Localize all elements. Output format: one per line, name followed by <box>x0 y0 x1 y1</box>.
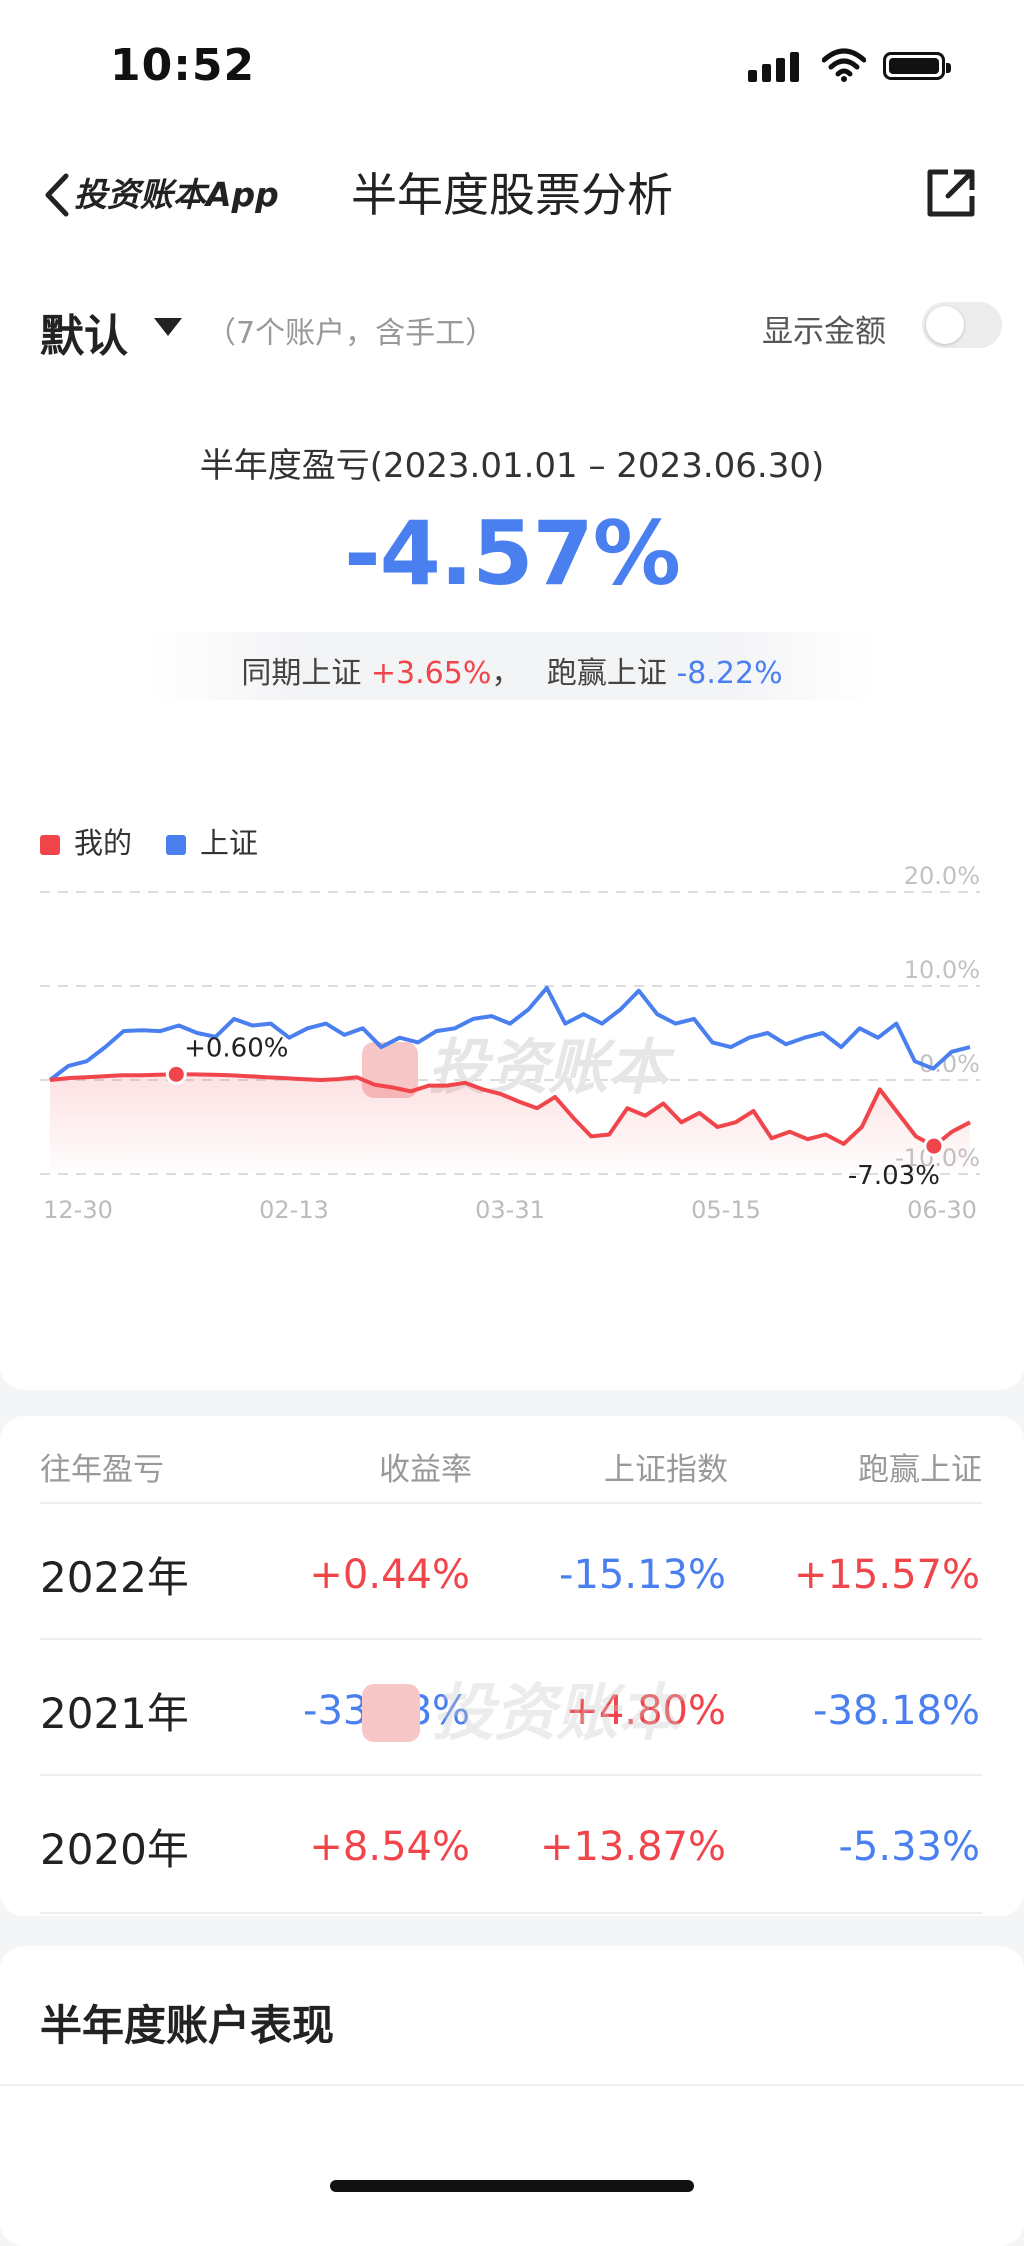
legend-swatch-mine <box>40 835 60 855</box>
table-watermark-text: 投资账本 <box>432 1676 681 1749</box>
x-tick-label: 02-13 <box>259 1196 329 1224</box>
battery-icon <box>883 52 951 80</box>
summary-card: 默认 （7个账户，含手工） 显示金额 半年度盈亏(2023.01.01 – 20… <box>0 260 1024 1390</box>
row-year: 2020年 <box>40 1825 189 1874</box>
annotation-label: -7.03% <box>848 1161 940 1191</box>
x-tick-label: 03-31 <box>475 1196 545 1224</box>
index-value: +3.65% <box>370 656 492 691</box>
show-amount-label: 显示金额 <box>762 314 886 350</box>
row-beat: -5.33% <box>838 1824 980 1870</box>
y-tick-label: 20.0% <box>904 862 980 890</box>
account-performance-section: 半年度账户表现 <box>0 1946 1024 2246</box>
row-return: +0.44% <box>309 1552 470 1598</box>
nav-bar: 投资账本App 半年度股票分析 <box>0 130 1024 260</box>
series-line-mine <box>49 1072 971 1149</box>
back-button[interactable]: 投资账本App <box>74 175 279 214</box>
share-icon[interactable] <box>924 166 978 220</box>
row-return: +8.54% <box>309 1824 470 1870</box>
performance-chart[interactable]: 20.0%10.0%0.0%-10.0% 投资账本 +0.60%-7.03% 1… <box>0 860 1024 1280</box>
table-row[interactable]: 2022年 +0.44% -15.13% +15.57% <box>40 1502 982 1640</box>
row-year: 2021年 <box>40 1689 189 1738</box>
home-indicator <box>330 2180 694 2192</box>
beat-label: 跑赢上证 <box>546 656 667 691</box>
series-line-index <box>48 985 971 1082</box>
watermark-logo-icon <box>362 1684 420 1742</box>
y-tick-label: 10.0% <box>904 956 980 984</box>
page-title: 半年度股票分析 <box>351 168 673 222</box>
half-year-return: -4.57% <box>344 502 681 605</box>
table-row[interactable]: 2020年 +8.54% +13.87% -5.33% <box>40 1774 982 1914</box>
x-tick-label: 06-30 <box>907 1196 977 1224</box>
x-tick-label: 05-15 <box>691 1196 761 1224</box>
index-label: 同期上证 <box>241 656 362 691</box>
legend-label-index: 上证 <box>200 826 259 860</box>
show-amount-toggle[interactable] <box>922 302 1002 348</box>
cellular-signal-icon <box>748 52 800 82</box>
table-watermark: 投资账本 <box>362 1662 680 1752</box>
header-year: 往年盈亏 <box>40 1452 164 1488</box>
account-subtitle: （7个账户，含手工） <box>206 316 496 351</box>
row-index: +13.87% <box>539 1824 726 1870</box>
x-tick-label: 12-30 <box>43 1196 113 1224</box>
caret-down-icon[interactable] <box>154 318 182 336</box>
section-title: 半年度账户表现 <box>40 2001 335 2050</box>
index-comparison: 同期上证 +3.65%， 跑赢上证 -8.22% <box>0 648 1024 692</box>
annotation-point <box>165 1063 187 1085</box>
annotation-label: +0.60% <box>184 1033 288 1063</box>
row-beat: +15.57% <box>793 1552 980 1598</box>
header-index: 上证指数 <box>604 1452 728 1488</box>
row-index: -15.13% <box>559 1552 726 1598</box>
status-bar: 10:52 <box>0 0 1024 130</box>
legend-item-mine[interactable]: 我的 <box>40 820 132 862</box>
mine-area-fill <box>50 1074 970 1174</box>
header-return: 收益率 <box>379 1452 472 1488</box>
row-index: +4.80% <box>565 1688 726 1734</box>
legend-label-mine: 我的 <box>74 826 133 860</box>
back-chevron-icon[interactable] <box>38 170 82 220</box>
header-beat: 跑赢上证 <box>858 1452 982 1488</box>
row-beat: -38.18% <box>813 1688 980 1734</box>
period-label: 半年度盈亏(2023.01.01 – 2023.06.30) <box>199 446 825 486</box>
history-table: 往年盈亏 收益率 上证指数 跑赢上证 2022年 +0.44% -15.13% … <box>0 1416 1024 1916</box>
wifi-icon <box>822 48 866 82</box>
legend-item-index[interactable]: 上证 <box>166 820 258 862</box>
comparison-separator: ， <box>491 656 522 691</box>
annotation-point <box>923 1135 945 1157</box>
row-year: 2022年 <box>40 1553 189 1602</box>
account-selector[interactable]: 默认 <box>40 311 128 362</box>
legend-swatch-index <box>166 835 186 855</box>
status-time: 10:52 <box>110 40 256 91</box>
beat-value: -8.22% <box>676 656 783 691</box>
table-row[interactable]: 2021年 -33.38% +4.80% -38.18% <box>40 1638 982 1776</box>
